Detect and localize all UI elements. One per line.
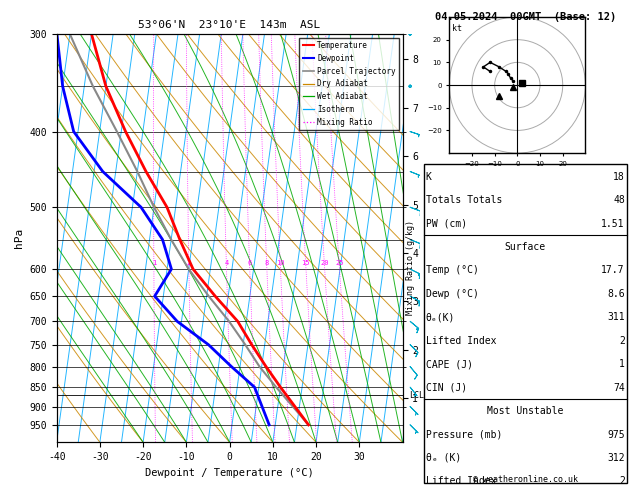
Text: 15: 15: [302, 260, 310, 266]
Y-axis label: hPa: hPa: [14, 228, 24, 248]
Text: Mixing Ratio (g/kg): Mixing Ratio (g/kg): [406, 220, 415, 315]
Text: θₑ (K): θₑ (K): [426, 453, 461, 463]
Text: 04.05.2024  00GMT  (Base: 12): 04.05.2024 00GMT (Base: 12): [435, 12, 616, 22]
Text: LCL: LCL: [409, 391, 425, 399]
Text: © weatheronline.co.uk: © weatheronline.co.uk: [473, 474, 577, 484]
Text: 1: 1: [152, 260, 156, 266]
Text: 17.7: 17.7: [601, 265, 625, 276]
Text: Surface: Surface: [504, 242, 546, 252]
Text: 6: 6: [248, 260, 252, 266]
Text: PW (cm): PW (cm): [426, 219, 467, 228]
Text: kt: kt: [452, 24, 462, 33]
Text: CAPE (J): CAPE (J): [426, 359, 472, 369]
Text: Temp (°C): Temp (°C): [426, 265, 479, 276]
Title: 53°06'N  23°10'E  143m  ASL: 53°06'N 23°10'E 143m ASL: [138, 20, 321, 31]
Text: 2: 2: [187, 260, 191, 266]
Text: 20: 20: [320, 260, 329, 266]
Text: Most Unstable: Most Unstable: [487, 406, 564, 416]
Text: K: K: [426, 172, 431, 182]
Text: 25: 25: [335, 260, 343, 266]
X-axis label: Dewpoint / Temperature (°C): Dewpoint / Temperature (°C): [145, 468, 314, 478]
Text: 975: 975: [607, 430, 625, 439]
Text: 1: 1: [619, 359, 625, 369]
Text: 48: 48: [613, 195, 625, 205]
Text: 2: 2: [619, 476, 625, 486]
Text: 311: 311: [607, 312, 625, 322]
Text: 10: 10: [276, 260, 285, 266]
Text: Lifted Index: Lifted Index: [426, 476, 496, 486]
Legend: Temperature, Dewpoint, Parcel Trajectory, Dry Adiabat, Wet Adiabat, Isotherm, Mi: Temperature, Dewpoint, Parcel Trajectory…: [299, 38, 399, 130]
Text: Lifted Index: Lifted Index: [426, 336, 496, 346]
Text: 2: 2: [619, 336, 625, 346]
Text: 74: 74: [613, 382, 625, 393]
Text: 18: 18: [613, 172, 625, 182]
Text: Totals Totals: Totals Totals: [426, 195, 502, 205]
Text: 4: 4: [225, 260, 228, 266]
Text: θₑ(K): θₑ(K): [426, 312, 455, 322]
Text: 8.6: 8.6: [607, 289, 625, 299]
Text: 8: 8: [265, 260, 269, 266]
Text: Dewp (°C): Dewp (°C): [426, 289, 479, 299]
Text: 1.51: 1.51: [601, 219, 625, 228]
Y-axis label: km
ASL: km ASL: [429, 238, 447, 260]
Text: Pressure (mb): Pressure (mb): [426, 430, 502, 439]
Text: 312: 312: [607, 453, 625, 463]
Text: CIN (J): CIN (J): [426, 382, 467, 393]
